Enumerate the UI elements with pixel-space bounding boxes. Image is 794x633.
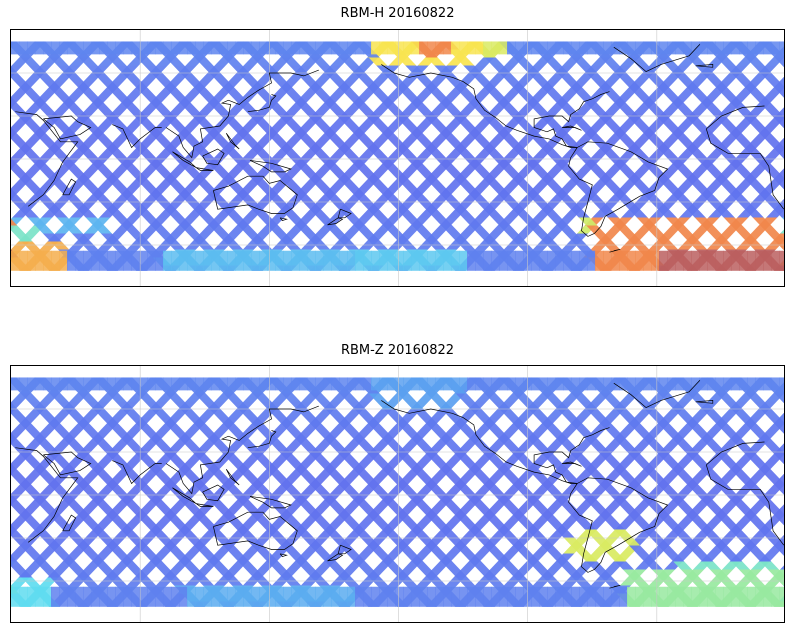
map-title-bottom: RBM-Z 20160822 — [340, 343, 455, 358]
map-title-top: RBM-H 20160822 — [340, 6, 455, 21]
swath-map-rbm-z — [11, 366, 784, 622]
map-panel-top — [10, 29, 785, 287]
swath-map-rbm-h — [11, 30, 784, 286]
map-panel-bottom — [10, 365, 785, 623]
